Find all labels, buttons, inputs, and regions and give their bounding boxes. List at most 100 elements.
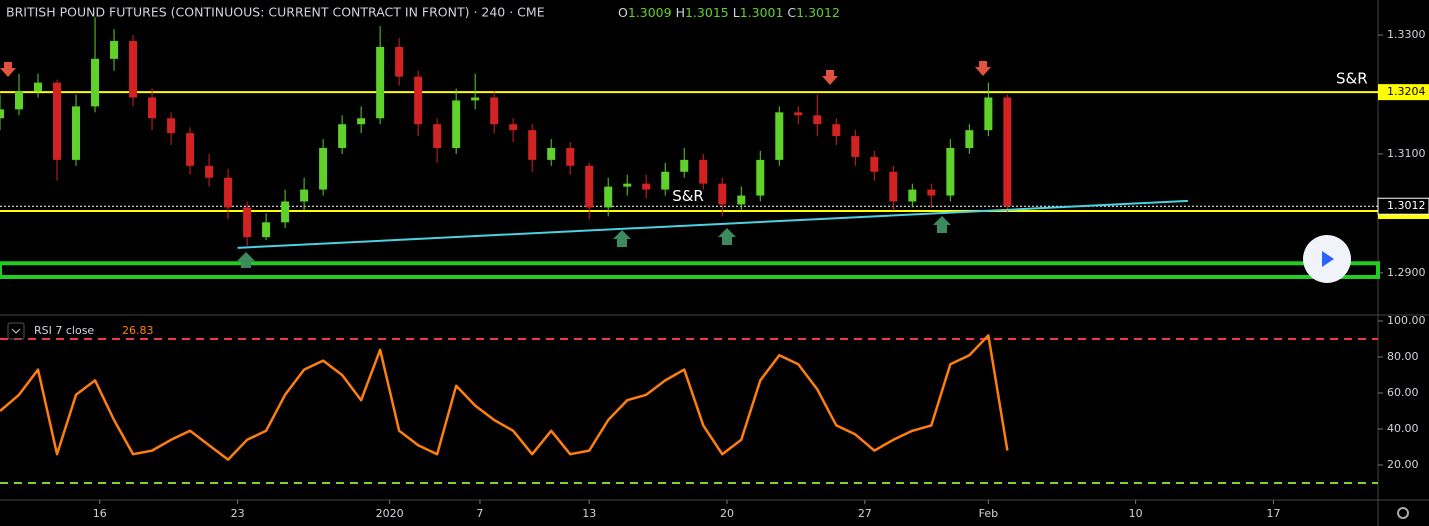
candle-body: [186, 133, 195, 166]
candle-body: [984, 97, 993, 131]
plot: 1.33001.31001.2900S&RS&R1.32041.30041.30…: [0, 17, 1429, 520]
candle-body: [794, 112, 803, 116]
candle-body: [205, 165, 214, 178]
candle-body: [72, 106, 81, 160]
candle-body: [889, 171, 898, 202]
price-tag: [1377, 197, 1429, 215]
candle-body: [699, 159, 708, 184]
ohlc-label: L: [733, 5, 740, 20]
candle-body: [1003, 97, 1012, 207]
price-tag-label: 1.3012: [1387, 199, 1426, 212]
candle-body: [509, 124, 518, 131]
x-tick-label: 27: [858, 507, 872, 520]
candle-body: [433, 124, 442, 148]
candle-body: [357, 118, 366, 125]
ohlc-value: 1.3012: [796, 5, 840, 20]
candle-body: [34, 82, 43, 92]
ohlc-value: 1.3001: [740, 5, 784, 20]
candle-body: [167, 118, 176, 134]
candle-body: [756, 159, 765, 196]
annotation: S&R: [1336, 70, 1368, 88]
collapse-button[interactable]: [7, 322, 25, 340]
x-tick-label: 10: [1129, 507, 1143, 520]
x-tick-label: 13: [582, 507, 596, 520]
candle-body: [566, 147, 575, 166]
price-tag: [1378, 84, 1429, 101]
sell-arrow: [0, 62, 16, 77]
ohlc-label: O: [618, 5, 628, 20]
candle-body: [376, 46, 385, 119]
settings-icon[interactable]: [1397, 507, 1409, 519]
ohlc-legend: O1.3009 H1.3015 L1.3001 C1.3012: [618, 5, 840, 20]
y-tick-label: 80.00: [1387, 350, 1419, 363]
price-tag-label: 1.3204: [1387, 85, 1426, 98]
x-tick-label: 7: [476, 507, 483, 520]
candle-body: [452, 100, 461, 148]
candle-body: [927, 189, 936, 196]
candle-body: [623, 183, 632, 187]
candle-body: [908, 189, 917, 202]
buy-arrow: [718, 228, 736, 245]
rsi-last-value: 26.83: [122, 324, 154, 337]
candle-body: [262, 222, 271, 238]
y-tick-label: 100.00: [1387, 314, 1426, 327]
candle-body: [490, 97, 499, 125]
candle-body: [148, 97, 157, 119]
candle-body: [300, 189, 309, 202]
x-tick-label: 20: [720, 507, 734, 520]
support-zone: [0, 261, 1380, 279]
buy-arrow: [933, 216, 951, 233]
y-tick-label: 60.00: [1387, 386, 1419, 399]
y-tick-label: 40.00: [1387, 422, 1419, 435]
x-tick-label: 16: [93, 507, 107, 520]
y-tick-label: 1.3300: [1387, 28, 1426, 41]
candle-body: [946, 147, 955, 196]
candle-body: [0, 109, 4, 119]
ohlc-label: H: [676, 5, 685, 20]
candle-body: [395, 46, 404, 77]
candle-body: [471, 97, 480, 101]
x-tick-label: 17: [1266, 507, 1280, 520]
candle-body: [661, 171, 670, 190]
buy-arrow: [237, 252, 255, 268]
buy-arrow: [613, 230, 631, 247]
rsi-line: [0, 334, 1009, 461]
buy-arrows: [237, 216, 951, 268]
candle-body: [775, 112, 784, 160]
candle-body: [528, 130, 537, 160]
candle-body: [547, 147, 556, 160]
candle-body: [642, 183, 651, 190]
candle-body: [585, 165, 594, 208]
play-icon: [1322, 251, 1334, 267]
candle-body: [319, 147, 328, 190]
candle-body: [965, 130, 974, 148]
candle-body: [91, 58, 100, 107]
candle-body: [129, 41, 138, 98]
candle-body: [813, 115, 822, 125]
candle-body: [243, 207, 252, 238]
x-tick-label: Feb: [979, 507, 998, 520]
ohlc-value: 1.3009: [628, 5, 672, 20]
candle-body: [718, 183, 727, 205]
y-tick-label: 1.3100: [1387, 147, 1426, 160]
candle-body: [110, 41, 119, 59]
candle-body: [832, 124, 841, 137]
chart-title: BRITISH POUND FUTURES (CONTINUOUS: CURRE…: [6, 5, 545, 20]
x-tick-label: 23: [231, 507, 245, 520]
sell-arrows: [0, 61, 991, 85]
candle-body: [680, 159, 689, 172]
trendline: [237, 199, 1188, 249]
candle-body: [851, 136, 860, 157]
ohlc-value: 1.3015: [685, 5, 729, 20]
sell-arrow: [975, 61, 991, 76]
ohlc-label: C: [787, 5, 796, 20]
chevron-icon: [11, 328, 21, 334]
y-tick-label: 1.2900: [1387, 266, 1426, 279]
candle-body: [414, 76, 423, 125]
candle-body: [224, 177, 233, 208]
candle-body: [737, 195, 746, 205]
candle-body: [338, 124, 347, 148]
candle-body: [281, 201, 290, 223]
